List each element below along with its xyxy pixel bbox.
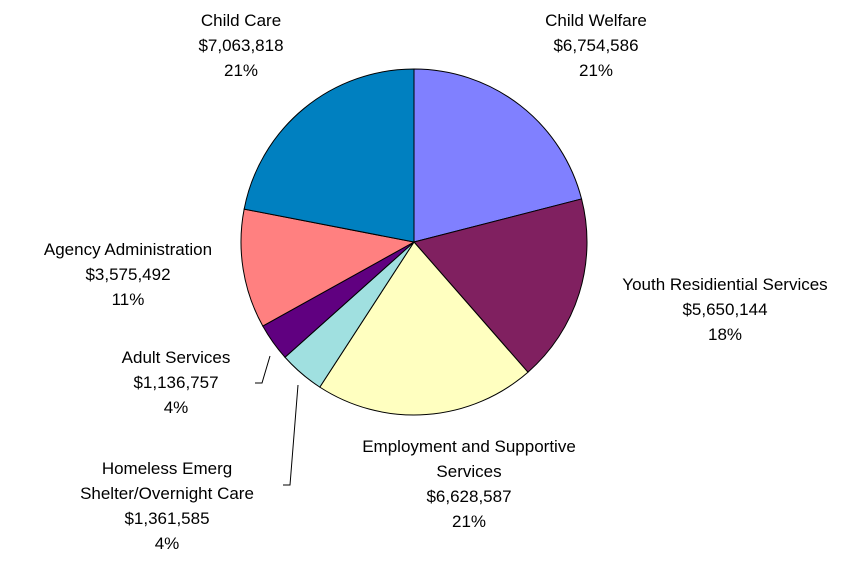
label-name: Homeless Emerg xyxy=(102,459,232,478)
label-agency-administration: Agency Administration $3,575,492 11% xyxy=(44,240,212,309)
label-name: Adult Services xyxy=(122,348,231,367)
label-percent: 18% xyxy=(708,325,742,344)
slice-child-care xyxy=(243,68,415,243)
slice-youth-residiential-services xyxy=(413,198,588,373)
leader-line-adult-services xyxy=(255,355,271,384)
label-name: Youth Residiential Services xyxy=(622,275,827,294)
label-percent: 11% xyxy=(112,290,145,309)
label-youth-residiential-services: Youth Residiential Services $5,650,144 18% xyxy=(622,275,827,344)
slice-employment-and-supportive-services xyxy=(319,241,529,416)
label-amount: $1,361,585 xyxy=(124,509,209,528)
slice-child-welfare xyxy=(413,68,583,243)
label-amount: $6,754,586 xyxy=(553,36,638,55)
label-amount: $1,136,757 xyxy=(133,373,218,392)
label-child-care: Child Care $7,063,818 21% xyxy=(198,11,283,80)
label-amount: $3,575,492 xyxy=(85,265,170,284)
label-amount: $7,063,818 xyxy=(198,36,283,55)
label-name: Shelter/Overnight Care xyxy=(80,484,254,503)
label-name: Employment and Supportive xyxy=(362,437,576,456)
label-percent: 21% xyxy=(224,61,258,80)
label-adult-services: Adult Services $1,136,757 4% xyxy=(122,348,231,417)
label-percent: 4% xyxy=(164,398,189,417)
label-amount: $5,650,144 xyxy=(682,300,767,319)
pie-slices xyxy=(240,68,588,416)
label-employment-and-supportive-services: Employment and Supportive Services $6,628,… xyxy=(362,437,576,531)
label-percent: 21% xyxy=(579,61,613,80)
slice-labels: Child Welfare $6,754,586 21% Youth Residien… xyxy=(44,11,828,553)
label-name: Services xyxy=(436,462,501,481)
label-percent: 4% xyxy=(155,534,180,553)
slice-agency-administration xyxy=(240,208,416,327)
leader-lines xyxy=(255,355,299,486)
label-percent: 21% xyxy=(452,512,486,531)
label-name: Child Welfare xyxy=(545,11,647,30)
label-homeless-emerg-shelter-overnight-care: Homeless Emerg Shelter/Overnight Care $1,3… xyxy=(80,459,254,553)
label-name: Child Care xyxy=(201,11,281,30)
label-amount: $6,628,587 xyxy=(426,487,511,506)
label-name: Agency Administration xyxy=(44,240,212,259)
leader-line-homeless-emerg-shelter-overnight-care xyxy=(283,384,299,486)
label-child-welfare: Child Welfare $6,754,586 21% xyxy=(545,11,647,80)
